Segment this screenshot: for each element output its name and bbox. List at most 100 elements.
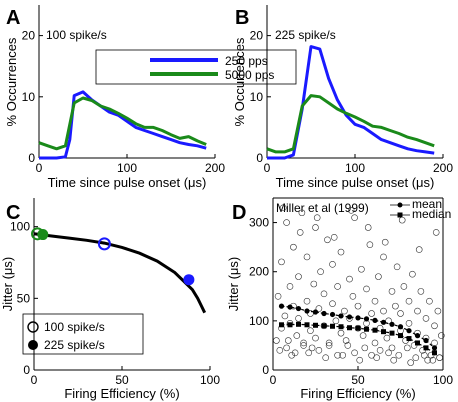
data-point-open xyxy=(346,275,353,283)
series-line-5000-pps xyxy=(266,94,435,154)
data-point-open xyxy=(313,214,321,221)
y-tick-label: 20 xyxy=(250,29,264,43)
data-point-open xyxy=(363,285,370,293)
median-point xyxy=(287,322,293,328)
data-point-open xyxy=(392,302,399,310)
y-axis-label: Jitter (μs) xyxy=(226,257,241,311)
data-point-open xyxy=(349,292,357,300)
data-point-open xyxy=(303,297,311,305)
x-tick-label: 100 xyxy=(200,373,220,387)
data-point-open xyxy=(329,300,336,307)
series-line-5000-pps xyxy=(38,96,207,151)
data-point-open xyxy=(431,339,438,347)
data-point-open xyxy=(356,356,364,364)
data-point-open xyxy=(284,337,292,344)
y-tick-label: 300 xyxy=(249,216,269,230)
data-point-open xyxy=(288,351,296,359)
x-axis-label: Time since pulse onset (μs) xyxy=(48,175,207,190)
data-point-open xyxy=(371,339,379,347)
data-point-open xyxy=(295,315,302,322)
median-point xyxy=(304,322,310,328)
data-point-open xyxy=(400,283,408,290)
data-point-open xyxy=(354,302,362,310)
legend-swatch-250pps xyxy=(150,58,218,62)
data-point-open xyxy=(437,332,445,339)
data-point-open xyxy=(286,283,294,290)
x-tick-label: 0 xyxy=(31,373,38,387)
data-point-open xyxy=(329,261,336,268)
x-tick-label: 50 xyxy=(351,373,365,387)
data-point-open xyxy=(351,214,358,221)
panel-c-legend-box xyxy=(22,313,144,355)
data-point-open xyxy=(393,263,401,271)
data-point-open xyxy=(436,354,443,362)
data-point-open xyxy=(290,243,297,251)
median-point xyxy=(398,333,403,339)
data-point-open xyxy=(339,351,347,359)
mean-point xyxy=(389,321,395,327)
data-point-open xyxy=(405,297,413,305)
data-point-open xyxy=(341,307,348,315)
data-point-open xyxy=(305,349,313,357)
data-point-open xyxy=(412,354,420,362)
data-point-open xyxy=(293,332,301,339)
fit-curve xyxy=(33,232,207,314)
panel-d-letter: D xyxy=(232,202,246,224)
x-tick-label: 200 xyxy=(205,161,225,175)
data-point-open xyxy=(337,329,345,337)
mean-point xyxy=(321,310,327,317)
data-point-open xyxy=(330,234,338,241)
data-point-open xyxy=(358,265,365,273)
mean-point xyxy=(380,319,387,325)
median-point xyxy=(279,322,284,328)
x-axis-label: Firing Efficiency (%) xyxy=(300,386,415,401)
legend-label-5000pps: 5000 pps xyxy=(225,68,274,82)
median-point xyxy=(313,322,318,328)
mean-point xyxy=(278,303,285,309)
panel-a-annotation: 100 spike/s xyxy=(46,28,107,42)
data-point-open xyxy=(405,320,413,327)
data-point-open xyxy=(310,280,318,288)
mean-point xyxy=(312,309,319,315)
data-point-open xyxy=(366,241,374,248)
data-point-open xyxy=(342,337,350,344)
data-point-open xyxy=(398,216,406,224)
y-tick-label: 0 xyxy=(23,363,30,377)
x-tick-label: 0 xyxy=(264,161,271,175)
data-point-open xyxy=(426,297,433,305)
panel-a-letter: A xyxy=(6,7,20,29)
y-tick-label: 10 xyxy=(22,90,36,104)
data-point-open xyxy=(274,292,282,300)
y-tick-label: 100 xyxy=(249,314,269,328)
x-tick-label: 100 xyxy=(117,161,137,175)
data-point-open xyxy=(403,344,411,352)
data-point-open xyxy=(296,229,304,236)
data-point-open xyxy=(420,351,428,359)
mean-point xyxy=(423,337,429,344)
data-point-open xyxy=(337,248,345,256)
series-line-250-pps xyxy=(39,90,207,160)
data-point-open xyxy=(424,356,432,364)
data-point-open xyxy=(359,332,367,339)
mean-point xyxy=(363,316,370,322)
data-point-filled xyxy=(37,229,49,241)
y-tick-label: 100 xyxy=(10,220,30,234)
x-tick-label: 0 xyxy=(36,161,43,175)
x-tick-label: 0 xyxy=(270,373,277,387)
data-point-open xyxy=(332,317,340,325)
median-point xyxy=(347,325,352,331)
data-point-open xyxy=(308,344,316,352)
data-point-open xyxy=(376,347,384,354)
legend-swatch-5000pps xyxy=(150,72,218,76)
data-point-open xyxy=(278,258,285,266)
data-point-open xyxy=(380,307,387,315)
data-point-open xyxy=(291,349,299,357)
data-point-open xyxy=(298,209,306,217)
data-point-open xyxy=(354,324,362,332)
data-point-open xyxy=(334,283,341,290)
panel-d: D Miller et al (1999) mean median 0 50 100… xyxy=(226,197,453,401)
panel-c-letter: C xyxy=(6,202,20,224)
y-tick-label: 200 xyxy=(249,265,269,279)
x-tick-label: 100 xyxy=(433,373,453,387)
